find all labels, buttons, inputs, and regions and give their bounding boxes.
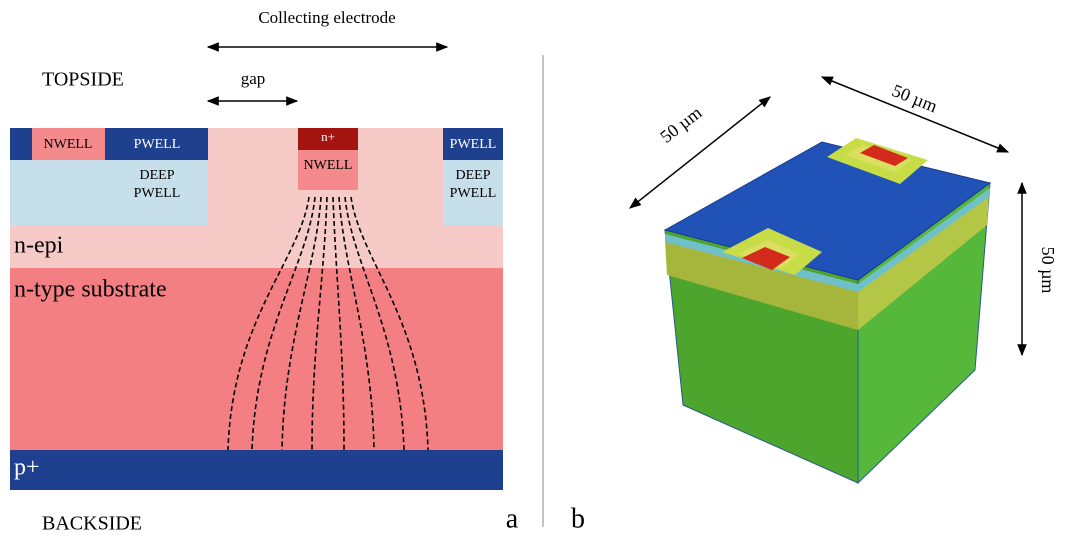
label: n+ xyxy=(321,129,335,144)
label: Collecting electrode xyxy=(258,8,395,27)
label: PWELL xyxy=(450,137,497,152)
label: BACKSIDE xyxy=(42,513,142,535)
label: DEEP xyxy=(456,168,491,183)
label: TOPSIDE xyxy=(42,69,124,91)
panel-a: Collecting electrode TOPSIDE gap NWELL P… xyxy=(10,8,519,535)
n-epi-layer xyxy=(10,225,503,268)
label: NWELL xyxy=(44,137,93,152)
dimension-label: 50 µm xyxy=(889,80,940,116)
label: n-type substrate xyxy=(14,277,167,303)
label: DEEP xyxy=(140,168,175,183)
p-plus-layer xyxy=(10,450,503,490)
label: p+ xyxy=(14,455,40,481)
label: gap xyxy=(241,69,266,88)
dimension-label: 50 µm xyxy=(656,102,705,147)
label: PWELL xyxy=(450,186,497,201)
label: PWELL xyxy=(134,137,181,152)
label: n-epi xyxy=(14,233,64,259)
panel-label: b xyxy=(571,503,585,534)
label: PWELL xyxy=(134,186,181,201)
panel-label: a xyxy=(506,503,519,534)
edge-pwell xyxy=(10,128,32,160)
figure: Collecting electrode TOPSIDE gap NWELL P… xyxy=(0,0,1072,539)
panel-b: b 50 µm 50 µm 50 µm xyxy=(571,77,1058,534)
dimension-label: 50 µm xyxy=(1038,247,1058,294)
label: NWELL xyxy=(304,158,353,173)
